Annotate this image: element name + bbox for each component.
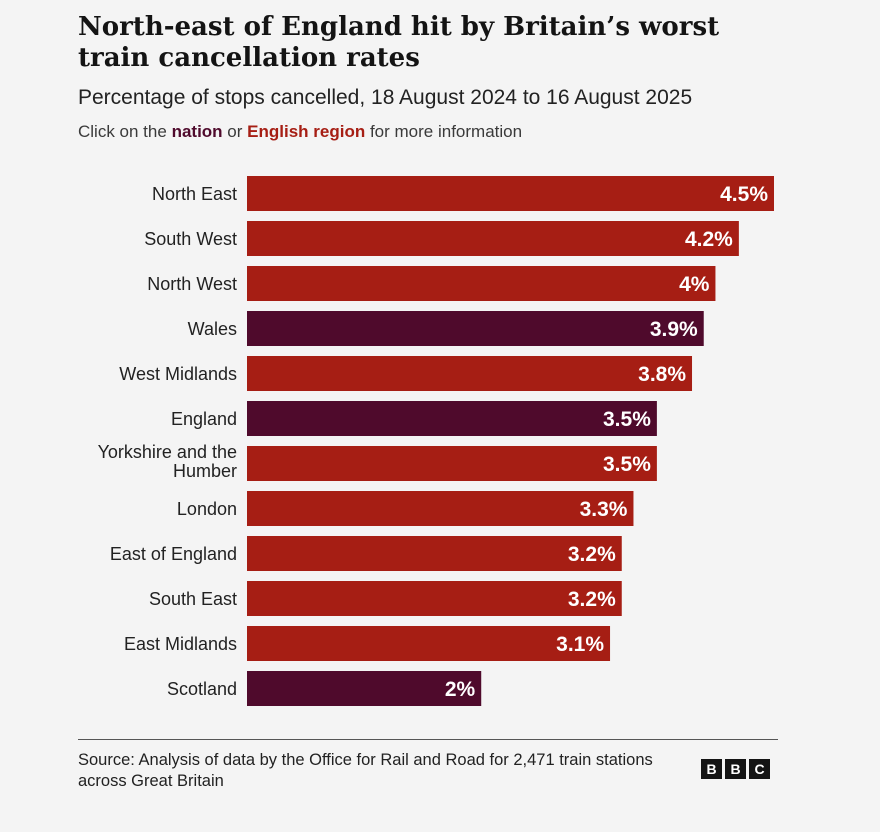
bar-london[interactable] bbox=[247, 491, 634, 526]
category-label: East of England bbox=[110, 544, 237, 564]
chart-title: North-east of England hit by Britain’s w… bbox=[78, 12, 720, 73]
value-label: 2% bbox=[445, 678, 476, 701]
bar-group-east-of-england[interactable]: East of England 3.2% bbox=[110, 536, 622, 571]
value-label: 3.2% bbox=[568, 588, 616, 611]
instruction-or: or bbox=[227, 122, 243, 141]
bar-west-midlands[interactable] bbox=[247, 356, 693, 391]
chart-subtitle: Percentage of stops cancelled, 18 August… bbox=[78, 86, 693, 109]
category-label: South West bbox=[144, 229, 237, 249]
bar-south-west[interactable] bbox=[247, 221, 739, 256]
value-label: 4.2% bbox=[685, 228, 733, 251]
footer-divider bbox=[78, 739, 778, 740]
logo-letter-c: C bbox=[749, 759, 770, 779]
bar-group-scotland[interactable]: Scotland 2% bbox=[167, 671, 482, 706]
bar-scotland[interactable] bbox=[247, 671, 482, 706]
bar-chart: North East 4.5% South West 4.2% North West 4%… bbox=[98, 176, 774, 706]
category-label: East Midlands bbox=[124, 634, 237, 654]
bar-group-england[interactable]: England 3.5% bbox=[171, 401, 657, 436]
bar-east-of-england[interactable] bbox=[247, 536, 622, 571]
bar-group-north-east[interactable]: North East 4.5% bbox=[152, 176, 774, 211]
category-label: London bbox=[177, 499, 237, 519]
value-label: 3.1% bbox=[556, 633, 604, 656]
instruction-prefix: Click on the bbox=[78, 122, 167, 141]
bar-group-wales[interactable]: Wales 3.9% bbox=[188, 311, 704, 346]
source-note: Source: Analysis of data by the Office f… bbox=[78, 751, 653, 790]
category-label: South East bbox=[149, 589, 237, 609]
bar-group-east-midlands[interactable]: East Midlands 3.1% bbox=[124, 626, 611, 661]
value-label: 3.8% bbox=[638, 363, 686, 386]
value-label: 3.9% bbox=[650, 318, 698, 341]
bar-group-south-west[interactable]: South West 4.2% bbox=[144, 221, 739, 256]
bar-north-east[interactable] bbox=[247, 176, 774, 211]
instruction-text: Click on the nation or English region fo… bbox=[78, 122, 522, 142]
category-label: Wales bbox=[188, 319, 237, 339]
category-label: North West bbox=[147, 274, 237, 294]
bar-group-london[interactable]: London 3.3% bbox=[177, 491, 634, 526]
category-label: Scotland bbox=[167, 679, 237, 699]
bbc-logo: B B C bbox=[701, 759, 770, 779]
value-label: 3.5% bbox=[603, 453, 651, 476]
bar-north-west[interactable] bbox=[247, 266, 716, 301]
instruction-suffix: for more information bbox=[369, 122, 523, 141]
category-label: Yorkshire and the Humber bbox=[98, 442, 237, 481]
logo-letter-b2: B bbox=[725, 759, 746, 779]
nation-legend-key: nation bbox=[171, 122, 223, 141]
region-legend-key: English region bbox=[247, 122, 366, 141]
bar-group-west-midlands[interactable]: West Midlands 3.8% bbox=[119, 356, 693, 391]
bar-group-yorkshire-and-the-humber[interactable]: Yorkshire and the Humber 3.5% bbox=[98, 442, 657, 481]
bar-group-north-west[interactable]: North West 4% bbox=[147, 266, 716, 301]
bar-wales[interactable] bbox=[247, 311, 704, 346]
bar-yorkshire-and-the-humber[interactable] bbox=[247, 446, 657, 481]
value-label: 3.3% bbox=[580, 498, 628, 521]
value-label: 4% bbox=[679, 273, 710, 296]
bar-group-south-east[interactable]: South East 3.2% bbox=[149, 581, 622, 616]
bar-england[interactable] bbox=[247, 401, 657, 436]
value-label: 4.5% bbox=[720, 183, 768, 206]
logo-letter-b1: B bbox=[701, 759, 722, 779]
category-label: England bbox=[171, 409, 237, 429]
bar-east-midlands[interactable] bbox=[247, 626, 611, 661]
category-label: North East bbox=[152, 184, 237, 204]
value-label: 3.5% bbox=[603, 408, 651, 431]
category-label: West Midlands bbox=[119, 364, 237, 384]
bar-south-east[interactable] bbox=[247, 581, 622, 616]
value-label: 3.2% bbox=[568, 543, 616, 566]
